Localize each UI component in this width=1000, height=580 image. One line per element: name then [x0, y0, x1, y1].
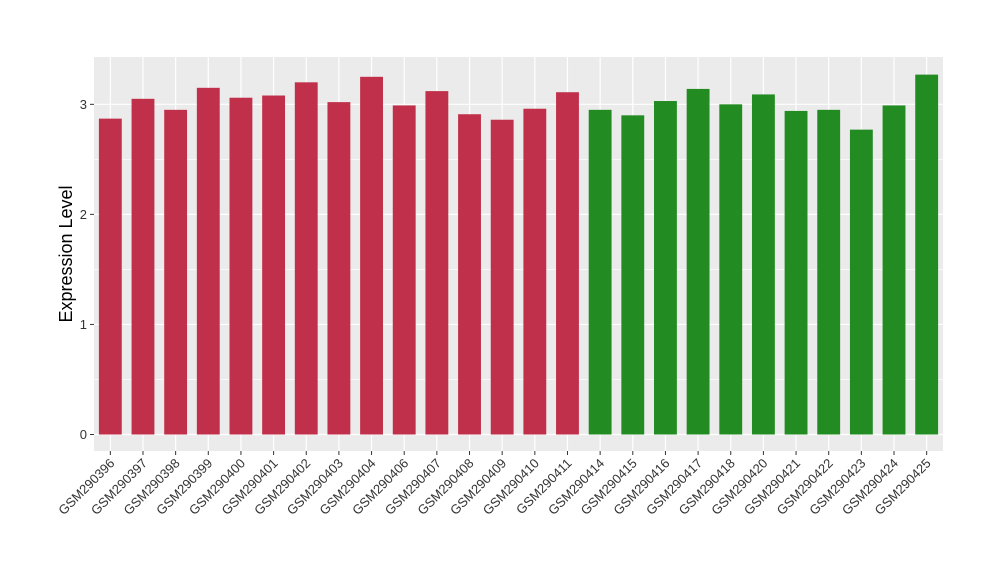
bar	[751, 94, 775, 435]
plot-panel	[94, 57, 943, 451]
bar	[817, 109, 841, 435]
bar	[229, 97, 253, 435]
y-tick-label: 1	[80, 317, 87, 332]
bar	[621, 115, 645, 435]
y-tick-label: 3	[80, 97, 87, 112]
bar	[556, 92, 579, 435]
bar	[882, 105, 906, 435]
bar	[784, 110, 808, 435]
bar	[262, 95, 286, 435]
bar	[360, 76, 383, 435]
bar	[588, 109, 612, 435]
bar	[294, 82, 318, 435]
bar	[164, 109, 188, 435]
bar	[98, 118, 122, 435]
bar	[425, 91, 449, 435]
y-tick-label: 0	[80, 427, 87, 442]
bar	[849, 129, 873, 435]
x-axis: GSM290396GSM290397GSM290398GSM290399GSM2…	[55, 451, 934, 518]
bar	[392, 105, 416, 435]
y-axis: 0 1 2 3	[80, 97, 94, 442]
bar	[131, 98, 155, 435]
bar	[719, 104, 743, 435]
y-tick-label: 2	[80, 207, 87, 222]
bars	[98, 74, 939, 435]
bar	[327, 102, 351, 435]
y-axis-title: Expression Level	[56, 185, 76, 322]
bar	[490, 119, 514, 435]
bar	[196, 87, 220, 435]
bar	[915, 74, 939, 435]
bar	[523, 108, 547, 435]
bar	[654, 101, 677, 435]
bar	[686, 88, 710, 435]
bar	[458, 114, 481, 435]
